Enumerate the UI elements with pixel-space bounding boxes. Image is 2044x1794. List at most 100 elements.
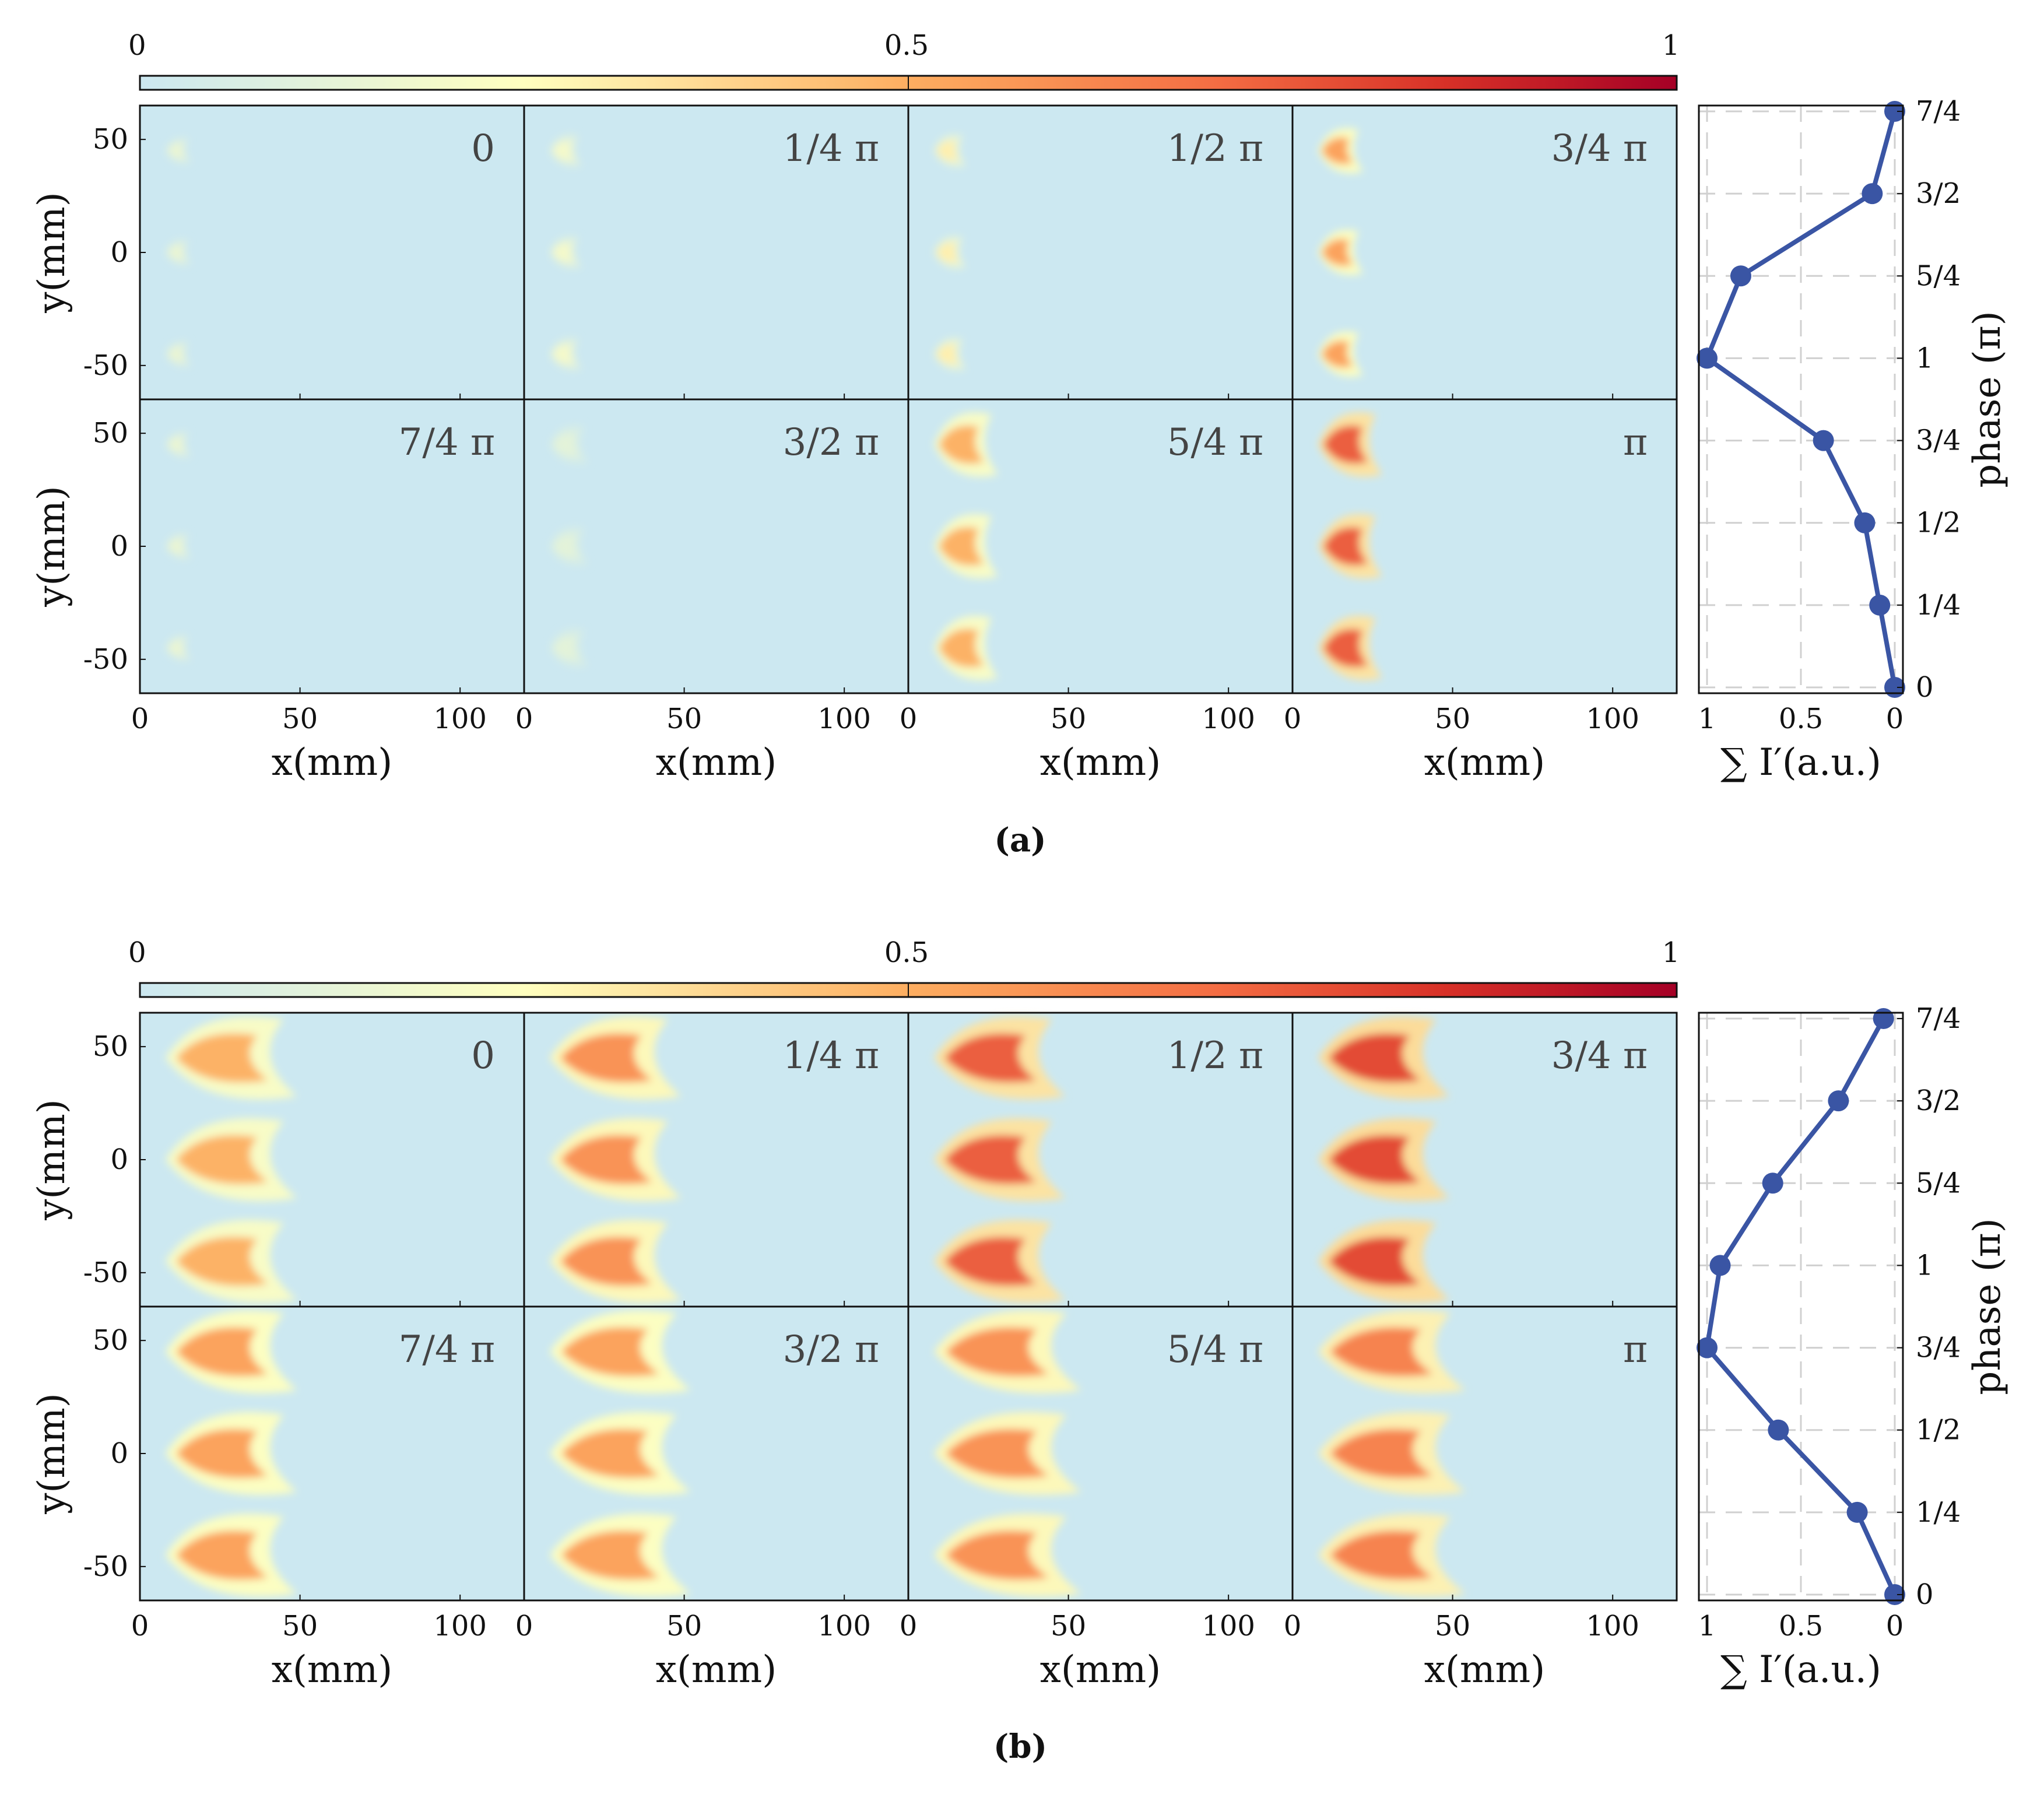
x-tick-label: 50 xyxy=(1051,1610,1086,1642)
flame-core xyxy=(560,1237,652,1286)
flame-core xyxy=(553,535,580,558)
flame-core xyxy=(1328,1237,1421,1286)
phase-profile: 7/43/25/413/41/21/401 0.5 0∑ I′(a.u.)phase… xyxy=(1697,1002,2009,1691)
x-tick-label: 50 xyxy=(1435,1610,1470,1642)
heatmap-panel: 1/2 π xyxy=(907,1012,1294,1308)
flame-core xyxy=(552,345,575,364)
flame-core xyxy=(175,1237,268,1286)
flame-core xyxy=(946,1429,1049,1478)
x-tick-label: 0 xyxy=(131,703,149,735)
colorbar-tick-0.5: 0.5 xyxy=(884,29,929,62)
phase-tick-label: 1 xyxy=(1916,1249,1934,1282)
flame-group xyxy=(549,134,582,371)
heatmap-panel: π 0 50 100 x(mm) xyxy=(1284,1305,1678,1691)
profile-line xyxy=(1705,1017,1897,1596)
profile-point xyxy=(1762,1172,1783,1194)
x-tick-label: 0 xyxy=(515,703,533,735)
phase-tick-label: 1/4 xyxy=(1916,1496,1961,1529)
flame-core xyxy=(1323,527,1368,566)
profile-border xyxy=(1698,1012,1904,1602)
x-tick-label: 100 xyxy=(1586,703,1639,735)
flame-group xyxy=(933,134,966,371)
profile-line xyxy=(1705,110,1897,688)
heatmap-panel: 0 50 0 -50 y(mm) xyxy=(30,104,525,401)
panel-phase-label: 3/2 π xyxy=(783,421,879,464)
flame-group xyxy=(933,1310,1081,1597)
x-tick-label: 100 xyxy=(817,1610,871,1642)
phase-tick-label: 1/2 xyxy=(1916,507,1961,539)
panel-phase-label: 1/2 π xyxy=(1167,127,1263,170)
x-tick-label: 100 xyxy=(433,703,487,735)
phase-tick-label: 3/2 xyxy=(1916,1084,1961,1117)
flame-group xyxy=(549,1310,691,1597)
x-tick-label: 100 xyxy=(1202,703,1255,735)
profile-point xyxy=(1873,1008,1894,1029)
phase-tick-label: 0 xyxy=(1916,671,1934,704)
flame-core xyxy=(936,141,959,160)
heatmap-panel: 3/4 π xyxy=(1291,1012,1678,1308)
x-axis-label: x(mm) xyxy=(272,741,392,784)
flame-core xyxy=(1322,137,1353,164)
flame-group xyxy=(165,1016,297,1303)
flame-core xyxy=(175,1530,268,1580)
phase-tick-label: 7/4 xyxy=(1916,1002,1961,1035)
x-axis-label: x(mm) xyxy=(1424,741,1545,784)
phase-profile: 7/43/25/413/41/21/401 0.5 0∑ I′(a.u.)phase… xyxy=(1697,95,2009,784)
x-tick-label: 0 xyxy=(900,1610,918,1642)
colorbar-tick-0.5: 0.5 xyxy=(884,936,929,969)
y-tick-label: -50 xyxy=(83,1550,128,1583)
profile-point xyxy=(1697,1337,1718,1358)
flame-group xyxy=(165,431,191,661)
flame-core xyxy=(552,243,575,262)
panel-border xyxy=(1291,398,1678,694)
flame-core xyxy=(936,243,959,262)
flame-group xyxy=(549,1016,682,1303)
flame-core xyxy=(1328,1135,1421,1184)
x-tick-label: 50 xyxy=(282,703,318,735)
panel-background xyxy=(524,399,908,693)
colorbar: 0 0.5 1 xyxy=(128,29,1680,91)
flame-group xyxy=(549,425,588,668)
panel-phase-label: 7/4 π xyxy=(399,1328,495,1371)
profile-point xyxy=(1730,265,1751,287)
flame-core xyxy=(167,244,186,261)
heatmap-panel: 1/2 π xyxy=(907,104,1294,401)
y-tick-label: 50 xyxy=(93,1030,128,1063)
flame-core xyxy=(939,527,984,566)
flame-core xyxy=(936,345,959,364)
phase-axis-label: phase (π) xyxy=(1966,311,2009,487)
y-tick-label: 50 xyxy=(93,417,128,450)
sum-tick-label: 1 xyxy=(1698,1610,1716,1642)
y-tick-label: 50 xyxy=(93,123,128,156)
sum-tick-label: 0 xyxy=(1886,1610,1904,1642)
profile-point xyxy=(1862,183,1883,205)
x-tick-label: 0 xyxy=(131,1610,149,1642)
flame-core xyxy=(553,433,580,457)
flame-core xyxy=(561,1327,660,1377)
flame-core xyxy=(167,538,186,554)
phase-tick-label: 7/4 xyxy=(1916,95,1961,128)
profile-point xyxy=(1697,347,1718,369)
sum-axis-label: ∑ I′(a.u.) xyxy=(1720,1648,1881,1691)
panel-background xyxy=(140,106,524,399)
x-tick-label: 50 xyxy=(282,1610,318,1642)
flame-core xyxy=(1330,1327,1433,1377)
phase-tick-label: 5/4 xyxy=(1916,259,1961,292)
y-tick-label: 0 xyxy=(110,1437,128,1470)
figure-caption: (a) xyxy=(994,821,1046,859)
phase-axis-label: phase (π) xyxy=(1966,1218,2009,1395)
phase-tick-label: 1 xyxy=(1916,342,1934,374)
panel-phase-label: 3/4 π xyxy=(1551,1034,1648,1077)
heatmap-panel: 1/4 π xyxy=(523,104,909,401)
flame-core xyxy=(1323,629,1368,668)
sum-axis-label: ∑ I′(a.u.) xyxy=(1720,741,1881,784)
x-tick-label: 50 xyxy=(1435,703,1470,735)
flame-core xyxy=(175,1429,268,1478)
x-axis-label: x(mm) xyxy=(1424,1648,1545,1691)
x-axis-label: x(mm) xyxy=(272,1648,392,1691)
y-tick-label: -50 xyxy=(83,349,128,382)
heatmap-panel: 3/2 π 0 50 100 x(mm) xyxy=(515,398,909,784)
